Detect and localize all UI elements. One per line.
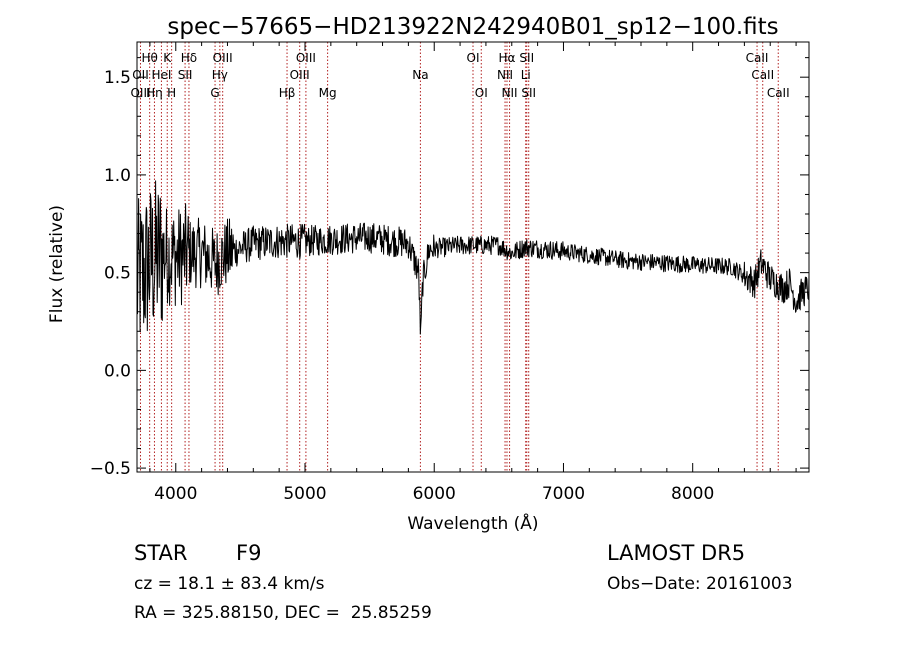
spectral-line-label: SII: [521, 86, 536, 100]
spectral-line-label: OIII: [296, 51, 316, 65]
spectral-line-label: G: [210, 86, 219, 100]
x-tick-label: 6000: [413, 484, 456, 504]
obs-date: Obs−Date: 20161003: [607, 574, 793, 594]
y-tick-label: 1.0: [104, 166, 131, 186]
spectral-line-label: CaII: [751, 68, 774, 82]
spectral-line-label: Hη: [146, 86, 163, 100]
spectral-line-label: K: [163, 51, 172, 65]
spectral-line-label: OII: [132, 68, 149, 82]
x-axis-label: Wavelength (Å): [407, 512, 538, 534]
survey-name: LAMOST DR5: [607, 541, 746, 565]
spectral-line-label: CaII: [746, 51, 769, 65]
coordinates: RA = 325.88150, DEC = 25.85259: [134, 603, 432, 623]
object-subclass: F9: [236, 541, 262, 565]
y-axis: −0.5 0.0 0.5 1.0 1.5: [90, 57, 809, 479]
spectral-line-label: Li: [521, 68, 531, 82]
spectral-line-label: NII: [502, 86, 518, 100]
spectral-line-label: Na: [412, 68, 428, 82]
x-tick-label: 4000: [154, 484, 197, 504]
spectrum-line: [136, 180, 810, 335]
spectral-line-label: Hδ: [181, 51, 197, 65]
spectral-line-label: HeI: [151, 68, 171, 82]
y-tick-label: 0.0: [104, 361, 131, 381]
y-axis-label: Flux (relative): [47, 205, 67, 323]
spectral-line-label: NII: [497, 68, 513, 82]
x-tick-label: 7000: [542, 484, 585, 504]
chart-title: spec−57665−HD213922N242940B01_sp12−100.f…: [167, 14, 778, 40]
object-class: STAR: [134, 541, 188, 565]
spectral-line-labels: HθOIIOIIIHηHeIKHHδSIIGHγOIIIHβOIIIOIIIMg…: [130, 51, 789, 100]
spectral-line-label: OI: [467, 51, 480, 65]
spectral-line-label: Mg: [319, 86, 337, 100]
spectral-line-label: SII: [519, 51, 534, 65]
plot-frame: [136, 41, 810, 473]
spectral-line-label: Hα: [499, 51, 516, 65]
x-axis: 4000 5000 6000 7000 8000: [149, 42, 797, 504]
spectral-line-label: OI: [475, 86, 488, 100]
spectral-line-label: Hθ: [141, 51, 157, 65]
spectral-line-label: OIII: [213, 51, 233, 65]
spectral-line-label: CaII: [767, 86, 790, 100]
spectral-line-label: Hγ: [212, 68, 228, 82]
redshift-text: cz = 18.1 ± 83.4 km/s: [134, 574, 325, 594]
spectral-line-label: OIII: [290, 68, 310, 82]
spectral-line-label: Hβ: [279, 86, 296, 100]
spectral-line-label: H: [167, 86, 176, 100]
spectral-line-label: SII: [178, 68, 193, 82]
x-tick-label: 8000: [671, 484, 714, 504]
y-tick-label: 0.5: [104, 264, 131, 284]
x-tick-label: 5000: [283, 484, 326, 504]
y-tick-label: 1.5: [104, 68, 131, 88]
y-tick-label: −0.5: [90, 459, 131, 479]
spectral-line-label: OIII: [130, 86, 150, 100]
